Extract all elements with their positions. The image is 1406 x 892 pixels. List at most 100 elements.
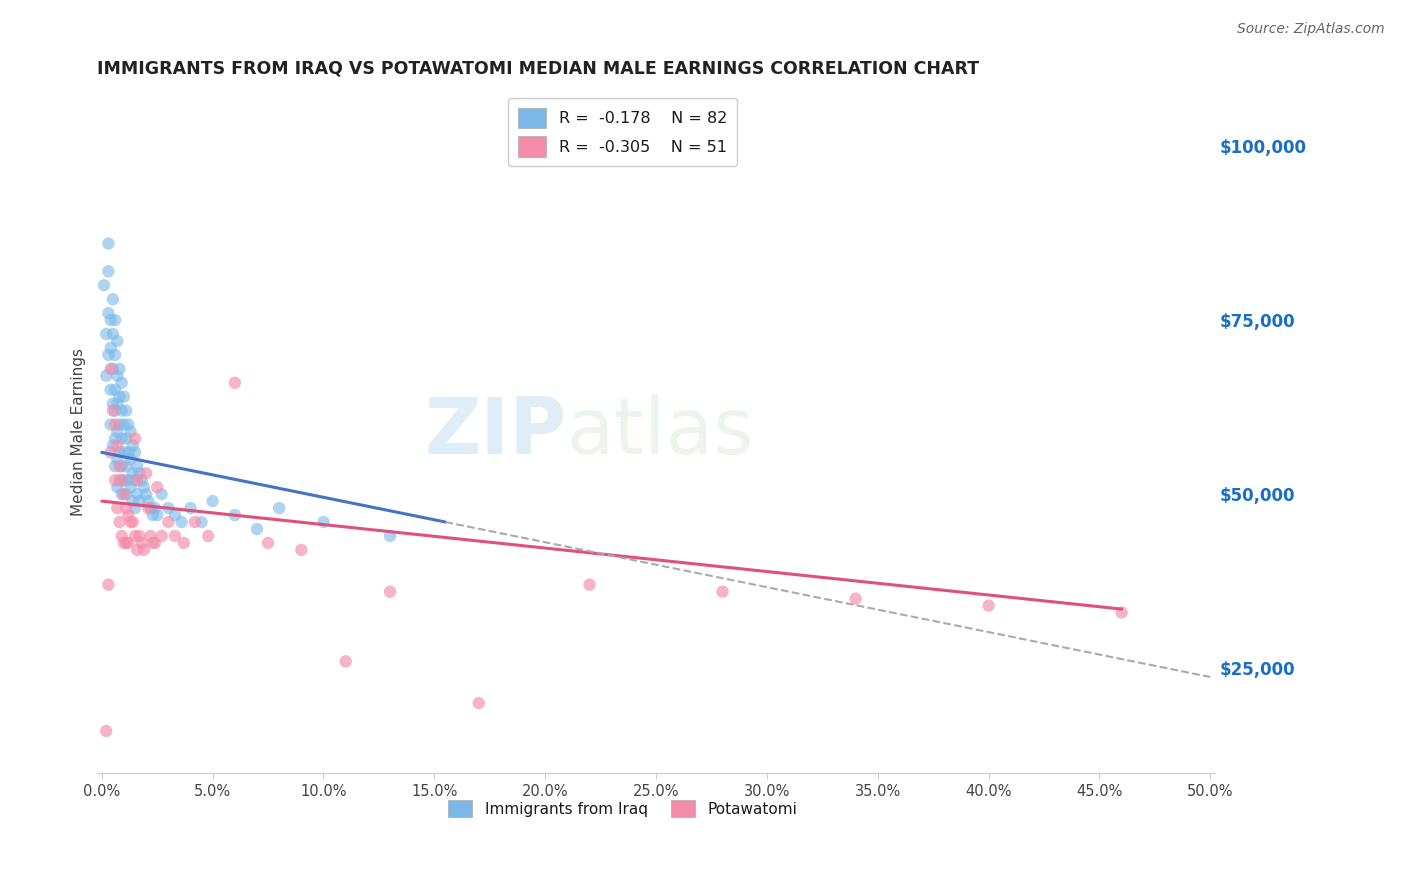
Point — [467, 696, 489, 710]
Point — [115, 501, 138, 516]
Point — [105, 480, 128, 494]
Point — [100, 445, 122, 459]
Point — [135, 487, 157, 501]
Point — [139, 501, 162, 516]
Point — [150, 529, 173, 543]
Point — [112, 487, 135, 501]
Point — [128, 494, 150, 508]
Point — [111, 403, 134, 417]
Point — [128, 467, 150, 481]
Point — [115, 536, 138, 550]
Point — [93, 278, 115, 293]
Point — [139, 529, 162, 543]
Point — [124, 529, 146, 543]
Point — [224, 508, 246, 522]
Point — [112, 417, 135, 432]
Point — [105, 438, 128, 452]
Point — [138, 501, 160, 516]
Point — [115, 459, 138, 474]
Point — [378, 584, 401, 599]
Point — [100, 361, 122, 376]
Point — [111, 432, 134, 446]
Point — [112, 445, 135, 459]
Point — [142, 508, 165, 522]
Point — [105, 501, 128, 516]
Point — [101, 438, 124, 452]
Point — [173, 536, 195, 550]
Point — [108, 473, 131, 487]
Point — [112, 473, 135, 487]
Point — [111, 376, 134, 390]
Point — [150, 487, 173, 501]
Point — [131, 536, 153, 550]
Point — [111, 529, 134, 543]
Point — [131, 473, 153, 487]
Point — [124, 445, 146, 459]
Point — [179, 501, 201, 516]
Point — [101, 397, 124, 411]
Point — [115, 403, 138, 417]
Point — [96, 368, 118, 383]
Point — [120, 452, 142, 467]
Point — [170, 515, 193, 529]
Point — [711, 584, 734, 599]
Point — [146, 480, 169, 494]
Point — [104, 473, 127, 487]
Point — [96, 723, 118, 738]
Point — [111, 473, 134, 487]
Point — [132, 542, 155, 557]
Point — [111, 487, 134, 501]
Point — [104, 459, 127, 474]
Point — [115, 432, 138, 446]
Point — [108, 390, 131, 404]
Point — [104, 313, 127, 327]
Point — [124, 473, 146, 487]
Point — [101, 292, 124, 306]
Point — [100, 417, 122, 432]
Point — [127, 473, 149, 487]
Point — [246, 522, 269, 536]
Point — [108, 445, 131, 459]
Point — [117, 473, 139, 487]
Point — [138, 494, 160, 508]
Point — [121, 467, 143, 481]
Point — [117, 536, 139, 550]
Point — [184, 515, 207, 529]
Point — [163, 529, 186, 543]
Point — [157, 515, 180, 529]
Point — [127, 459, 149, 474]
Point — [142, 536, 165, 550]
Point — [269, 501, 291, 516]
Point — [105, 368, 128, 383]
Point — [845, 591, 868, 606]
Point — [100, 383, 122, 397]
Point — [121, 515, 143, 529]
Point — [105, 425, 128, 439]
Point — [105, 397, 128, 411]
Point — [97, 348, 120, 362]
Point — [108, 459, 131, 474]
Point — [105, 334, 128, 348]
Point — [97, 264, 120, 278]
Point — [201, 494, 224, 508]
Point — [112, 390, 135, 404]
Point — [101, 326, 124, 341]
Point — [105, 452, 128, 467]
Text: atlas: atlas — [567, 393, 754, 469]
Point — [96, 326, 118, 341]
Point — [97, 236, 120, 251]
Point — [335, 654, 357, 668]
Point — [100, 341, 122, 355]
Point — [135, 467, 157, 481]
Point — [163, 508, 186, 522]
Text: ZIP: ZIP — [425, 393, 567, 469]
Point — [120, 515, 142, 529]
Point — [143, 501, 166, 516]
Point — [124, 501, 146, 516]
Point — [127, 487, 149, 501]
Y-axis label: Median Male Earnings: Median Male Earnings — [72, 348, 86, 516]
Point — [197, 529, 219, 543]
Point — [224, 376, 246, 390]
Point — [97, 578, 120, 592]
Point — [378, 529, 401, 543]
